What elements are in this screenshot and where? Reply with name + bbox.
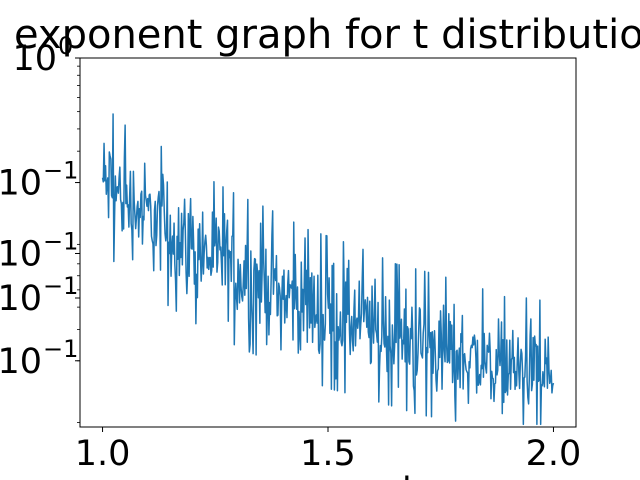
x-axis: 1.0 1.5 2.0 — [75, 427, 582, 474]
y-tick-exponent-0: 0 — [58, 32, 73, 60]
x-tick-label-1: 1.5 — [300, 434, 356, 474]
series-line-0 — [101, 113, 555, 426]
x-tick-label-0: 1.0 — [75, 434, 131, 474]
y-tick-exponent-1: −1 — [43, 157, 78, 185]
y-tick-label-3: 10 — [0, 279, 42, 319]
series-layer — [101, 113, 555, 426]
y-tick-label-4: 10 — [0, 342, 42, 382]
y-tick-exponent-4: −1 — [43, 335, 78, 363]
y-tick-label-1: 10 — [0, 164, 42, 204]
y-tick-exponent-3: −1 — [43, 272, 78, 300]
y-tick-exponent-2: −1 — [43, 227, 78, 255]
plot-area — [79, 57, 577, 428]
y-axis: 10 010 −110 −110 −110 −1 — [0, 32, 80, 423]
y-tick-label-2: 10 — [0, 234, 42, 274]
y-tick-label-0: 10 — [12, 39, 57, 79]
x-tick-label-2: 2.0 — [526, 434, 582, 474]
chart-title: exponent graph for t distribution — [14, 12, 640, 58]
x-axis-label: t — [402, 469, 416, 480]
